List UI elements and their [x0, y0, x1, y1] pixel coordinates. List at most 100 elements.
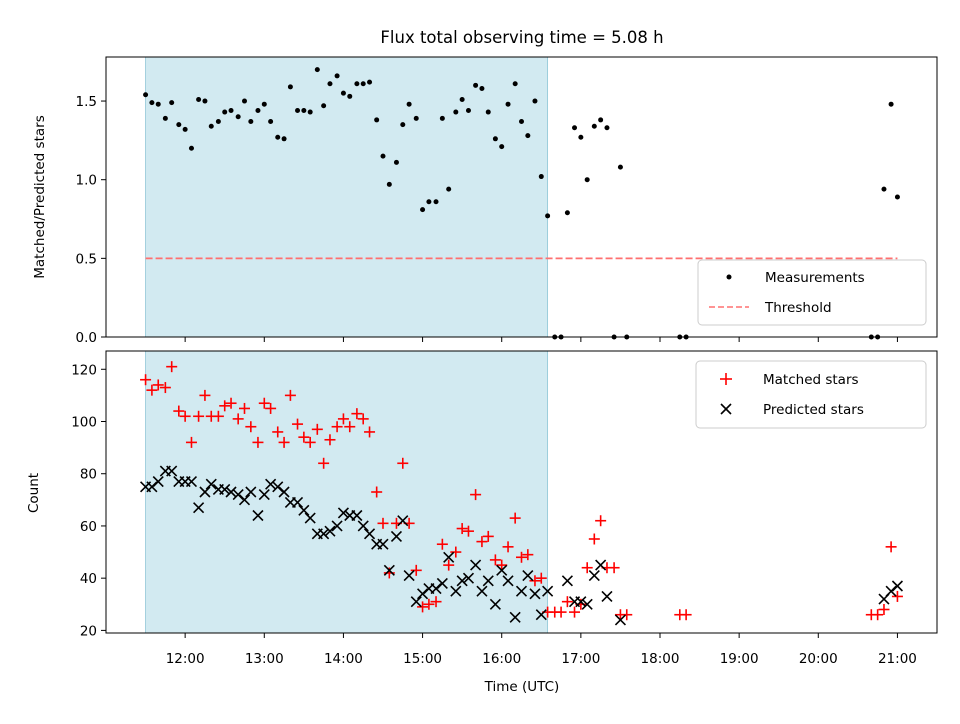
matched-star-marker	[284, 389, 296, 401]
matched-star-marker	[272, 426, 284, 438]
bottom-panel: 20 40 60 80 100 120 12:00 13:00 14:00 15:00 16:00…	[26, 350, 938, 695]
matched-star-marker	[219, 400, 231, 412]
measurement-point	[598, 117, 604, 123]
top-legend: Measurements Threshold	[697, 259, 927, 326]
predicted-star-marker	[304, 512, 316, 524]
measurement-point	[215, 118, 221, 124]
predicted-star-marker	[185, 475, 198, 488]
x-axis-label: Time (UTC)	[484, 679, 560, 695]
measurement-point	[182, 126, 188, 132]
measurement-point	[188, 145, 194, 151]
measurement-point	[301, 107, 307, 113]
measurement-point	[406, 101, 412, 107]
predicted-star-marker	[193, 502, 205, 514]
predicted-star-marker	[456, 575, 468, 587]
predicted-star-marker	[410, 596, 422, 608]
predicted-star-marker	[476, 585, 488, 597]
measurement-point	[604, 125, 610, 131]
matched-star-marker	[225, 397, 237, 409]
matched-star-marker	[179, 410, 191, 422]
matched-star-marker	[318, 457, 330, 469]
measurement-point	[400, 122, 406, 128]
matched-star-marker	[292, 418, 304, 430]
bottom-y-tick-label: 80	[80, 467, 97, 483]
predicted-star-marker	[403, 569, 415, 582]
predicted-star-marker	[225, 486, 237, 498]
measurement-point	[485, 109, 491, 115]
bottom-shaded-span	[145, 350, 549, 634]
matched-star-marker	[417, 601, 429, 613]
matched-star-marker	[529, 575, 541, 587]
matched-star-marker	[344, 421, 356, 433]
matched-star-marker	[450, 546, 462, 558]
top-y-ticks: 0.0 0.5 1.0 1.5	[76, 94, 106, 346]
matched-star-marker	[522, 549, 534, 561]
matched-star-marker	[298, 431, 310, 443]
matched-star-marker	[476, 536, 488, 548]
matched-star-marker	[456, 523, 468, 535]
top-y-tick-label: 0.5	[76, 251, 97, 267]
matched-star-marker	[166, 361, 178, 373]
predicted-star-marker	[575, 596, 587, 608]
bottom-y-tick-label: 120	[71, 362, 97, 378]
measurement-point	[393, 159, 399, 165]
matched-star-marker	[397, 457, 409, 469]
predicted-star-marker	[219, 483, 231, 495]
legend-matched-label: Matched stars	[763, 372, 859, 388]
chart-title: Flux total observing time = 5.08 h	[380, 28, 663, 47]
measurement-point	[155, 101, 161, 107]
measurement-point	[149, 100, 155, 106]
matched-star-marker	[502, 541, 514, 553]
matched-star-marker	[436, 538, 448, 550]
predicted-star-marker	[496, 564, 508, 576]
predicted-star-marker	[436, 577, 448, 589]
matched-star-marker	[140, 374, 152, 386]
matched-star-marker	[470, 489, 482, 501]
predicted-star-marker	[581, 598, 593, 610]
measurement-point	[196, 96, 202, 102]
predicted-star-marker	[561, 575, 573, 587]
measurement-point	[881, 186, 887, 192]
matched-star-marker	[878, 604, 890, 615]
predicted-star-marker	[324, 525, 336, 537]
top-shaded-span	[145, 56, 549, 338]
matched-star-marker	[258, 397, 270, 409]
measurement-point	[360, 81, 366, 87]
measurement-point	[261, 101, 267, 107]
matched-star-marker	[212, 410, 224, 422]
matched-star-marker	[581, 562, 593, 574]
matched-star-marker	[496, 559, 508, 571]
measurement-point	[354, 81, 360, 87]
measurement-point	[564, 210, 570, 216]
top-y-tick-label: 0.0	[76, 330, 97, 346]
measurement-point	[538, 174, 544, 180]
measurement-point	[532, 98, 538, 104]
measurement-point	[327, 81, 333, 87]
matched-star-marker	[430, 596, 442, 608]
matched-star-marker	[872, 609, 884, 621]
legend-predicted-marker	[720, 403, 732, 415]
matched-star-marker	[265, 402, 277, 414]
measurement-point	[228, 107, 234, 113]
measurement-point	[347, 93, 353, 99]
predicted-star-marker	[166, 465, 178, 477]
predicted-star-marker	[337, 507, 349, 519]
matched-star-marker	[680, 609, 692, 621]
bottom-y-tick-label: 60	[80, 519, 97, 535]
matched-star-marker	[489, 554, 501, 566]
predicted-star-marker	[470, 559, 482, 571]
measurement-point	[545, 213, 551, 219]
measurement-point	[479, 85, 485, 91]
matched-star-marker	[516, 551, 527, 563]
matched-star-marker	[245, 421, 257, 433]
measurement-point	[386, 181, 392, 187]
bottom-y-tick-label: 20	[80, 623, 97, 639]
measurement-point	[380, 153, 386, 159]
measurement-point	[235, 114, 241, 120]
measurement-point	[169, 100, 175, 106]
measurement-point	[208, 123, 214, 129]
legend-matched-marker	[720, 373, 732, 385]
predicted-star-marker	[542, 585, 554, 597]
x-tick-label: 15:00	[403, 651, 442, 667]
matched-star-marker	[311, 423, 323, 435]
